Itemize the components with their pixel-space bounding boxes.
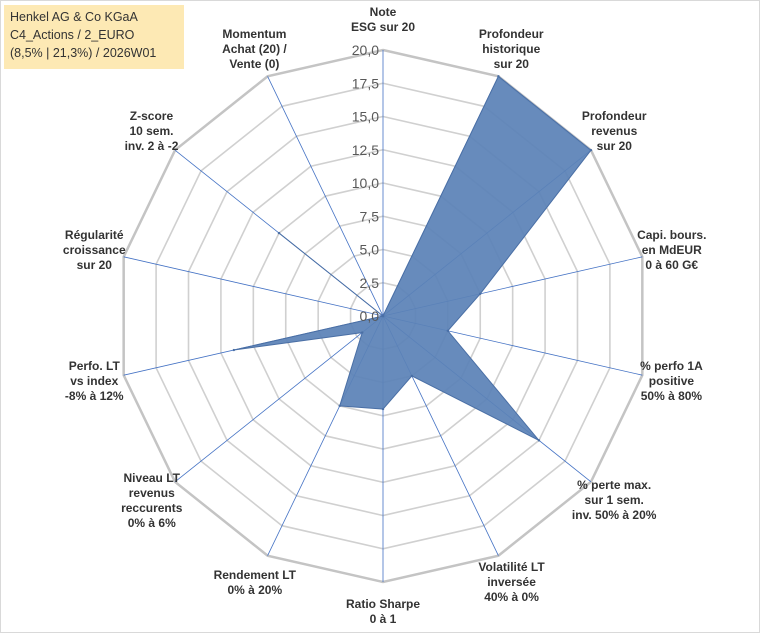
data-point-9	[338, 404, 341, 408]
axis-label-2: Profondeur historique sur 20	[479, 27, 544, 72]
axis-label-14: Momentum Achat (20) / Vente (0)	[222, 27, 287, 72]
data-point-11	[232, 348, 236, 352]
axis-label-line: Momentum	[222, 26, 287, 41]
data-point-14	[381, 314, 385, 318]
radial-tick-label: 0,0	[360, 308, 380, 324]
axis-label-line: Z-score	[129, 108, 174, 123]
axis-label-line: 50% à 80%	[640, 389, 703, 404]
axis-label-line: Capi. bours.	[637, 227, 707, 242]
axis-label-line: inv. 50% à 20%	[571, 508, 657, 523]
axis-label-13: Z-score 10 sem. inv. 2 à -2	[125, 109, 179, 154]
axis-label-line: 0 à 60 G€	[645, 257, 699, 272]
axis-label-11: Perfo. LT vs index -8% à 12%	[65, 359, 124, 404]
axis-label-7: Volatilité LT inversée 40% à 0%	[478, 560, 544, 605]
radial-tick-label: 2,5	[360, 275, 380, 291]
axis-label-5: % perfo 1A positive 50% à 80%	[640, 359, 703, 404]
axis-label-line: reccurents	[121, 500, 183, 515]
data-point-8	[381, 407, 385, 411]
radial-tick-label: 12,5	[352, 142, 379, 158]
axis-label-line: Volatilité LT	[478, 560, 545, 575]
axis-label-line: en MdEUR	[641, 242, 702, 257]
axis-label-line: revenus	[128, 485, 175, 500]
axis-label-line: Achat (20) /	[222, 41, 287, 56]
chart-title-box: Henkel AG & Co KGaA C4_Actions / 2_EURO …	[4, 5, 184, 69]
axis-label-line: Vente (0)	[229, 56, 280, 71]
data-point-2	[497, 75, 500, 78]
axis-label-line: 0% à 20%	[227, 582, 283, 597]
axis-label-line: 0% à 6%	[127, 515, 176, 530]
axis-label-line: historique	[482, 41, 541, 56]
title-line-3: (8,5% | 21,3%) / 2026W01	[10, 46, 157, 60]
radial-tick-label: 7,5	[360, 208, 380, 224]
axis-label-3: Profondeur revenus sur 20	[582, 109, 647, 154]
axis-spoke-10	[174, 315, 384, 483]
axis-label-1: Note ESG sur 20	[351, 5, 415, 35]
axis-label-9: Rendement LT 0% à 20%	[214, 568, 296, 598]
axis-label-line: Régularité	[64, 227, 124, 242]
series-area-1	[233, 75, 592, 441]
axis-label-10: Niveau LT revenus reccurents 0% à 6%	[121, 471, 182, 531]
axis-label-line: inv. 2 à -2	[124, 138, 179, 153]
axis-label-line: Perfo. LT	[68, 359, 120, 374]
axis-label-line: positive	[648, 374, 695, 389]
axis-label-line: Niveau LT	[123, 470, 180, 485]
axis-label-line: -8% à 12%	[64, 389, 124, 404]
data-point-7	[410, 374, 414, 378]
data-point-3	[589, 148, 593, 152]
axis-label-line: sur 20	[76, 257, 112, 272]
axis-label-line: inversée	[487, 575, 536, 590]
radial-tick-label: 5,0	[360, 242, 380, 258]
axis-label-line: sur 20	[596, 138, 632, 153]
axis-label-12: Régularité croissance sur 20	[63, 228, 126, 273]
axis-label-line: Note	[369, 5, 397, 19]
axis-label-4: Capi. bours. en MdEUR 0 à 60 G€	[637, 228, 706, 273]
axis-label-line: % perte max.	[577, 478, 652, 493]
axis-label-line: Rendement LT	[213, 567, 297, 582]
radial-tick-label: 20,0	[352, 42, 379, 58]
axis-label-line: % perfo 1A	[640, 359, 703, 374]
axis-label-line: Profondeur	[581, 108, 647, 123]
axis-spoke-12	[123, 256, 384, 317]
data-point-5	[446, 329, 450, 332]
radial-tick-label: 15,0	[352, 109, 379, 125]
axis-label-6: % perte max. sur 1 sem. inv. 50% à 20%	[572, 478, 657, 523]
data-point-13	[277, 231, 281, 235]
data-point-10	[361, 331, 364, 334]
axis-label-line: vs index	[70, 374, 119, 389]
title-line-2: C4_Actions / 2_EURO	[10, 28, 135, 42]
axis-label-line: 10 sem.	[129, 123, 174, 138]
axis-label-line: revenus	[591, 123, 638, 138]
axis-label-line: sur 20	[493, 56, 529, 71]
radial-tick-label: 17,5	[352, 75, 379, 91]
axis-label-line: sur 1 sem.	[584, 493, 644, 508]
axis-label-line: 40% à 0%	[484, 590, 539, 605]
axis-label-line: ESG sur 20	[351, 20, 416, 34]
axis-label-line: croissance	[62, 242, 126, 257]
axis-label-line: Ratio Sharpe	[346, 597, 421, 611]
axis-label-line: 0 à 1	[369, 612, 397, 626]
title-line-1: Henkel AG & Co KGaA	[10, 10, 138, 24]
axis-spoke-14	[267, 76, 384, 317]
data-point-4	[479, 292, 482, 296]
radial-tick-label: 10,0	[352, 175, 379, 191]
data-point-6	[537, 439, 541, 442]
axis-label-line: Profondeur	[478, 26, 544, 41]
axis-label-8: Ratio Sharpe 0 à 1	[346, 597, 420, 627]
